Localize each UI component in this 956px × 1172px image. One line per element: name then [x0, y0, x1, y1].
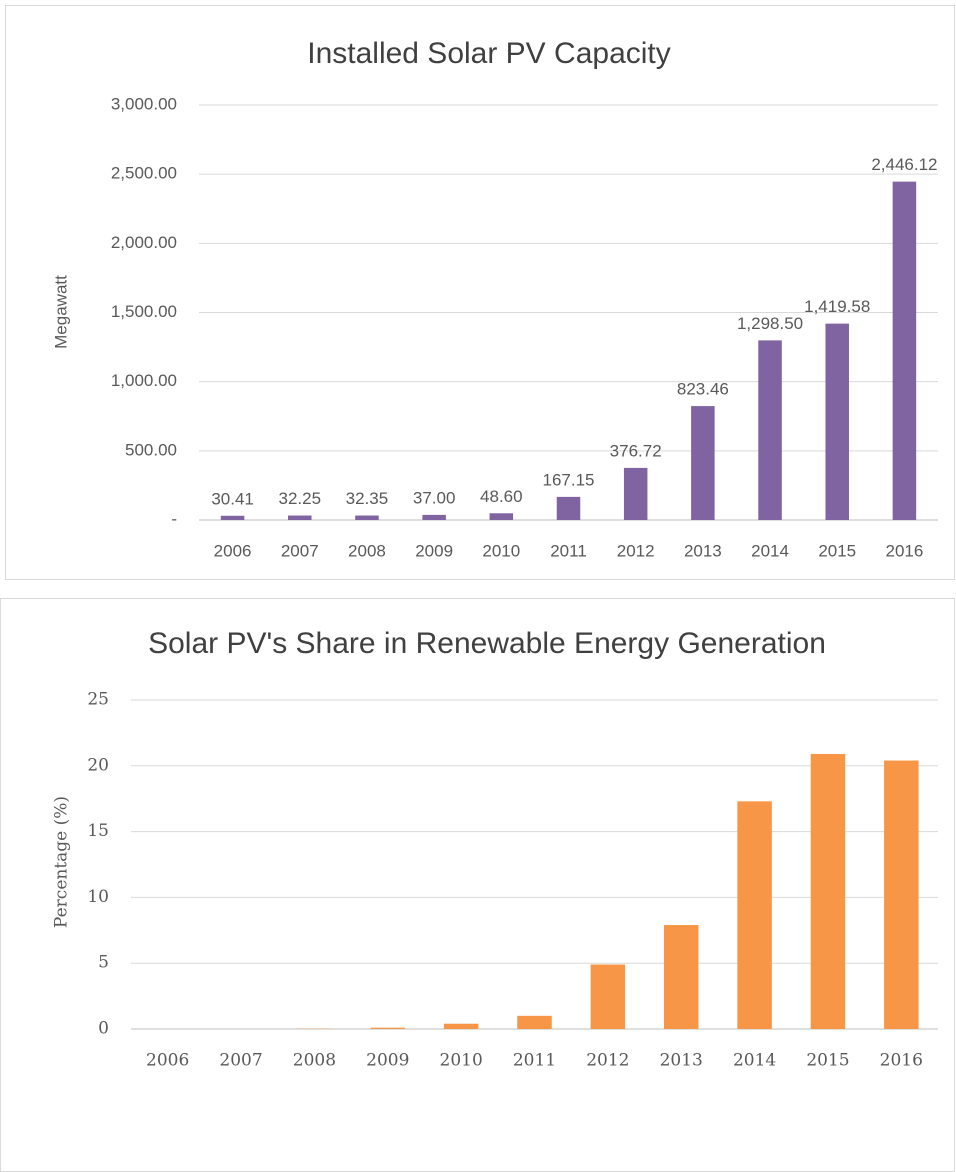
bar	[892, 181, 917, 521]
bar	[370, 1027, 406, 1029]
x-tick-label: 2014	[751, 541, 789, 560]
x-tick-label: 2009	[366, 1051, 409, 1071]
data-label: 167.15	[543, 470, 595, 489]
y-tick-label: 2,500.00	[111, 164, 177, 183]
bar	[623, 467, 648, 520]
x-tick-label: 2013	[684, 541, 722, 560]
data-label: 32.25	[278, 489, 321, 508]
data-label: 1,419.58	[804, 297, 870, 316]
y-tick-label: 0	[98, 1019, 109, 1039]
y-tick-label: 1,500.00	[111, 302, 177, 321]
x-tick-label: 2008	[293, 1051, 336, 1071]
x-tick-label: 2012	[617, 541, 655, 560]
bar	[489, 513, 514, 520]
y-tick-label: 25	[87, 690, 109, 710]
bar	[884, 760, 919, 1029]
data-label: 823.46	[677, 380, 729, 399]
x-tick-label: 2006	[146, 1051, 189, 1071]
chart-title: Solar PV's Share in Renewable Energy Gen…	[148, 627, 826, 660]
y-tick-label: 3,000.00	[111, 94, 177, 113]
x-tick-label: 2014	[733, 1051, 776, 1071]
y-axis-label: Megawatt	[51, 275, 70, 349]
bar	[810, 753, 846, 1029]
x-tick-label: 2009	[415, 541, 453, 560]
bar	[517, 1015, 552, 1029]
bar	[220, 515, 245, 520]
bar	[590, 964, 626, 1029]
chart-frame	[5, 5, 955, 580]
bar	[663, 925, 699, 1029]
x-tick-label: 2006	[214, 541, 252, 560]
data-label: 48.60	[480, 487, 523, 506]
y-tick-label: 20	[87, 755, 109, 775]
bar	[691, 406, 715, 520]
bar	[443, 1023, 479, 1029]
y-tick-label: -	[171, 509, 177, 528]
data-label: 30.41	[211, 489, 254, 508]
chart-frame	[0, 598, 955, 1172]
y-tick-label: 5	[98, 953, 109, 973]
data-label: 1,298.50	[737, 314, 803, 333]
x-tick-label: 2011	[550, 541, 587, 560]
x-tick-label: 2016	[885, 541, 923, 560]
y-axis-label: Percentage (%)	[52, 796, 72, 928]
chart-title: Installed Solar PV Capacity	[307, 37, 671, 70]
x-tick-label: 2016	[880, 1051, 923, 1071]
data-label: 376.72	[610, 441, 662, 460]
x-tick-label: 2008	[348, 541, 386, 560]
bar	[737, 801, 772, 1029]
y-tick-label: 500.00	[125, 440, 177, 459]
bar	[556, 496, 581, 520]
bar	[288, 515, 312, 520]
bar	[825, 323, 849, 520]
bar	[758, 340, 782, 520]
bar	[422, 514, 446, 520]
x-tick-label: 2007	[281, 541, 319, 560]
y-tick-label: 2,000.00	[111, 233, 177, 252]
x-tick-label: 2015	[818, 541, 856, 560]
data-label: 2,446.12	[871, 155, 937, 174]
x-tick-label: 2012	[586, 1051, 629, 1071]
data-label: 32.35	[346, 489, 389, 508]
data-label: 37.00	[413, 488, 456, 507]
y-tick-label: 10	[87, 887, 109, 907]
x-tick-label: 2011	[513, 1051, 556, 1071]
x-tick-label: 2010	[440, 1051, 483, 1071]
x-tick-label: 2010	[482, 541, 520, 560]
y-tick-label: 1,000.00	[111, 371, 177, 390]
x-tick-label: 2007	[219, 1051, 262, 1071]
y-tick-label: 15	[87, 821, 109, 841]
x-tick-label: 2013	[660, 1051, 703, 1071]
x-tick-label: 2015	[806, 1051, 849, 1071]
bar	[355, 515, 379, 520]
